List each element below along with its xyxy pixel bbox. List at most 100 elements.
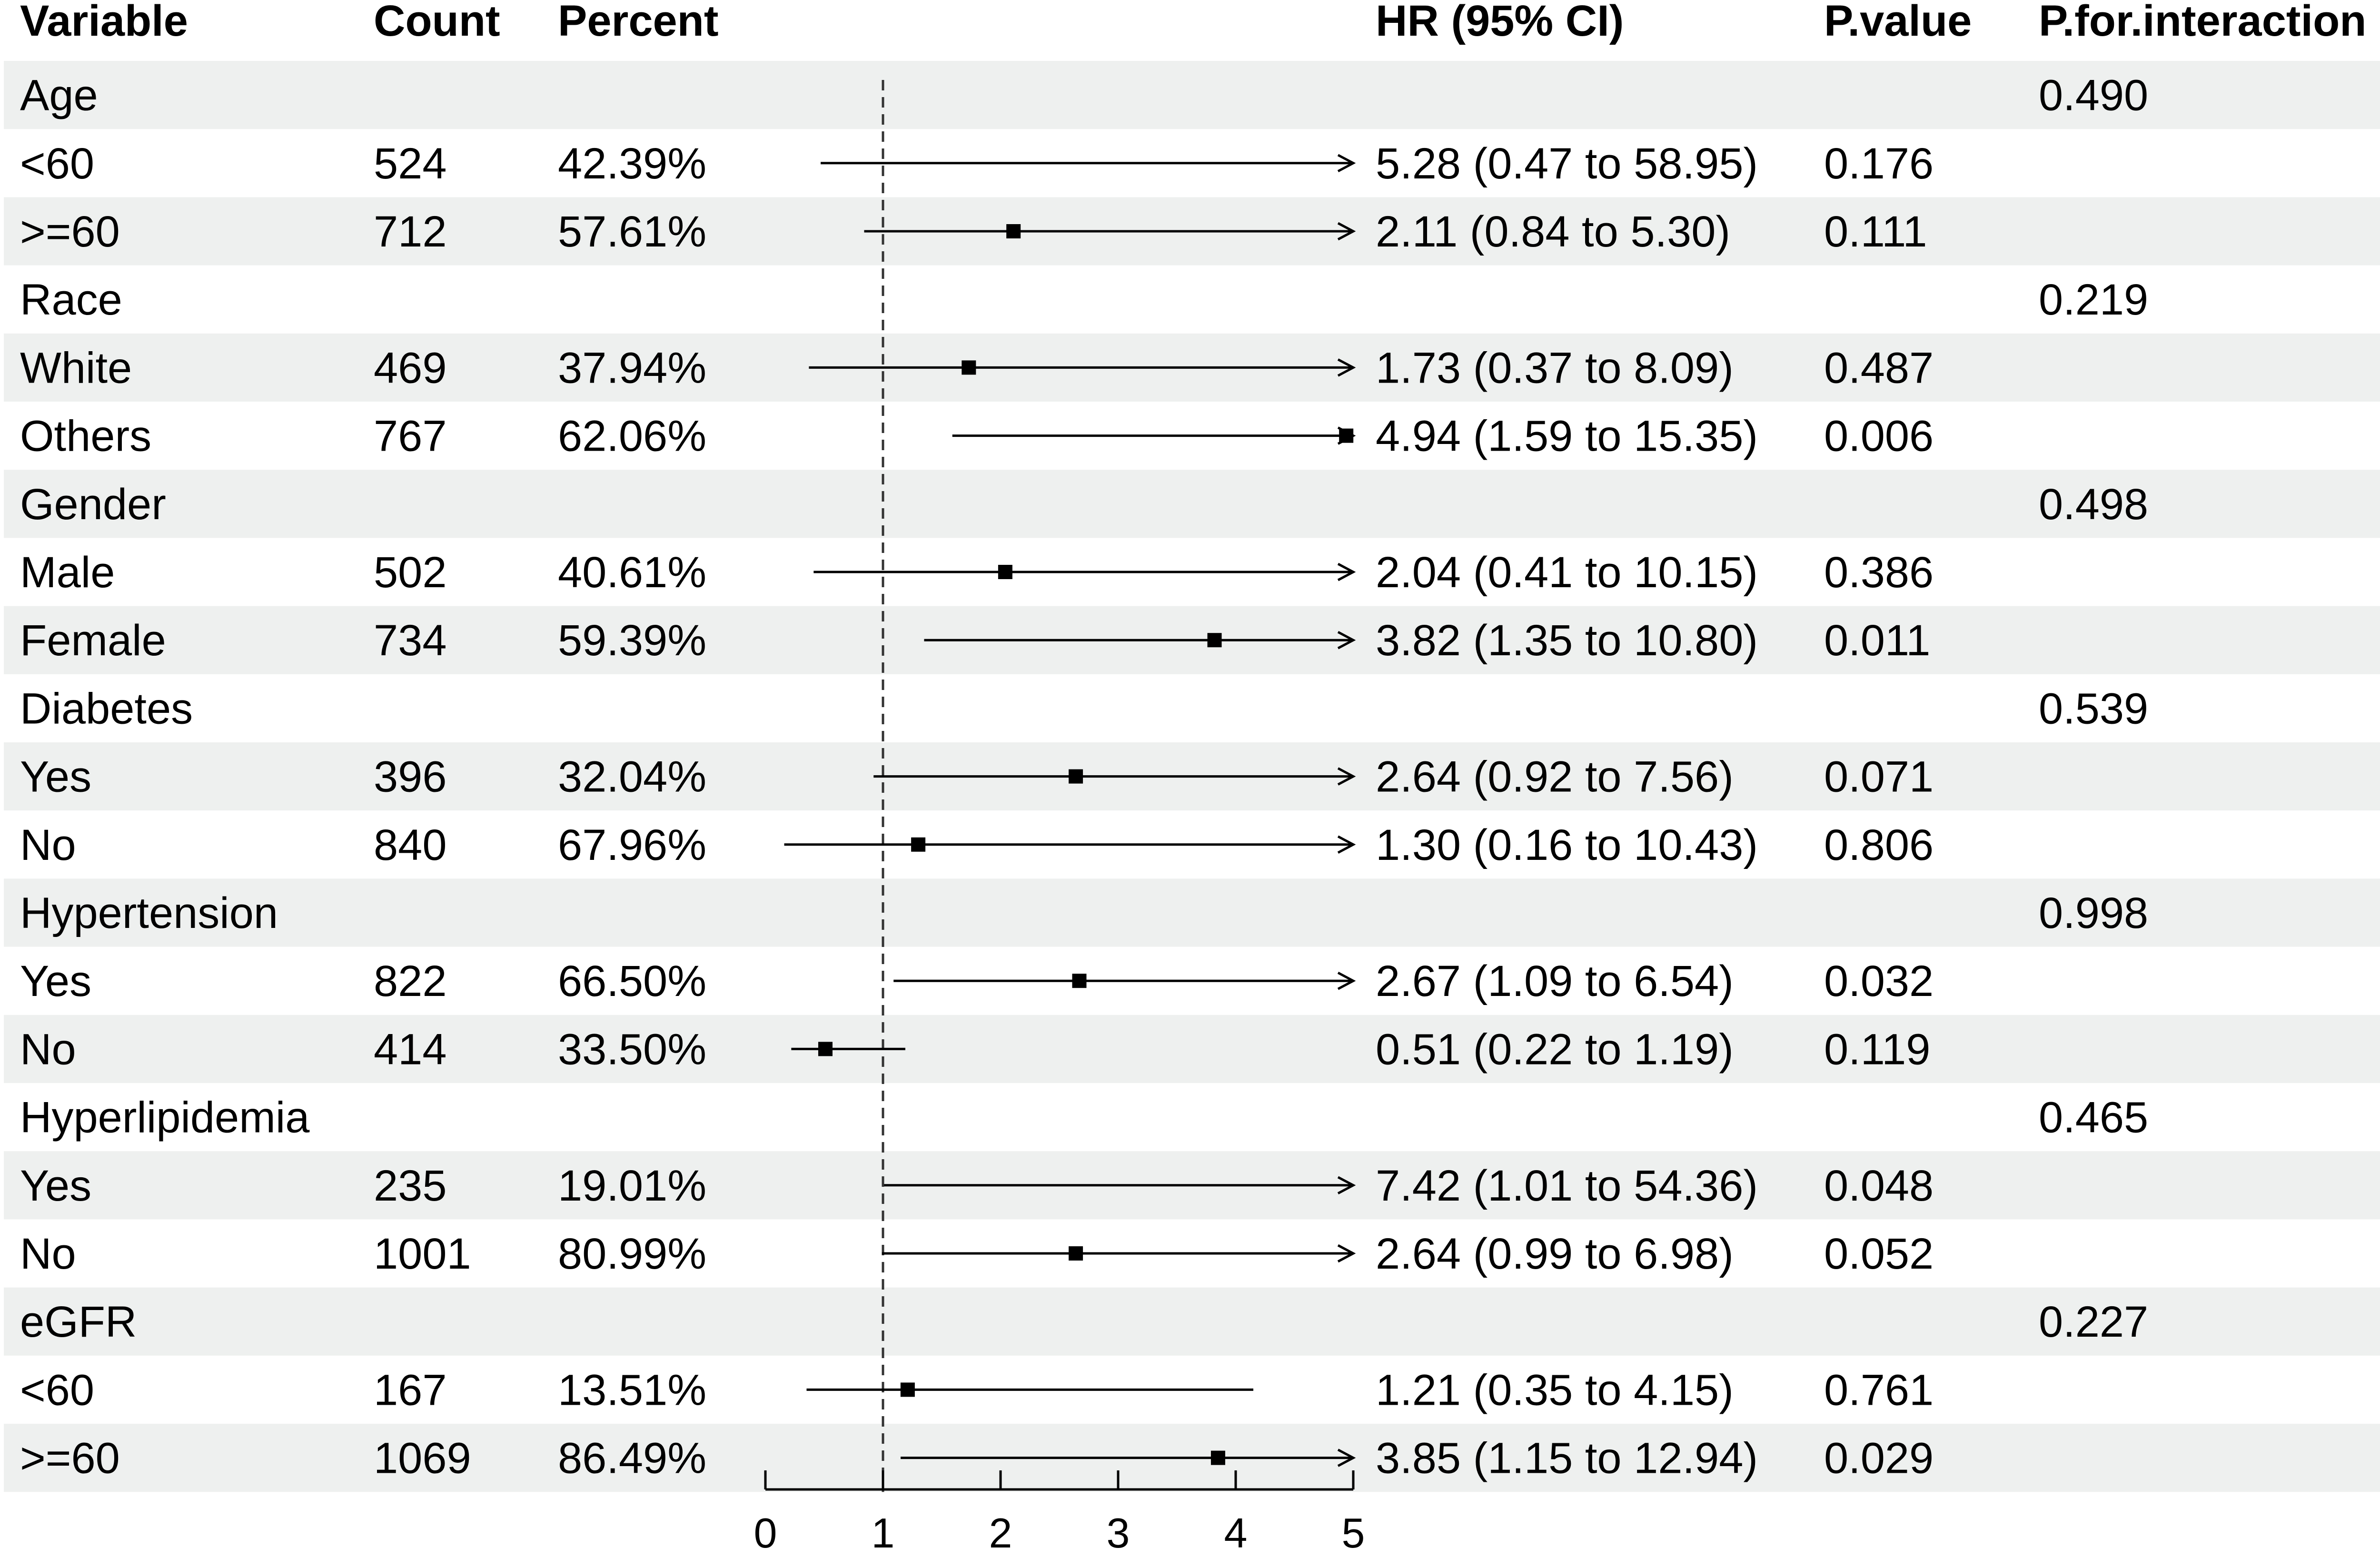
cell-variable: >=60: [20, 1434, 120, 1483]
cell-pvalue: 0.048: [1824, 1162, 1934, 1210]
cell-pvalue: 0.806: [1824, 821, 1934, 869]
cell-hr-text: 3.85 (1.15 to 12.94): [1376, 1434, 1758, 1483]
cell-hr-text: 5.28 (0.47 to 58.95): [1376, 139, 1758, 188]
header-variable: Variable: [20, 0, 188, 45]
cell-variable: Diabetes: [20, 684, 193, 733]
cell-percent: 67.96%: [558, 821, 706, 869]
cell-variable: No: [20, 1025, 76, 1074]
cell-count: 734: [374, 616, 447, 665]
row-band: [4, 1015, 2380, 1083]
cell-percent: 86.49%: [558, 1434, 706, 1483]
x-axis: 0 1 2 3 4 5: [754, 1470, 1365, 1557]
cell-pvalue: 0.176: [1824, 139, 1934, 188]
cell-hr-text: 2.64 (0.99 to 6.98): [1376, 1230, 1734, 1278]
cell-count: 1069: [374, 1434, 471, 1483]
cell-count: 502: [374, 548, 447, 597]
cell-percent: 66.50%: [558, 957, 706, 1005]
cell-pinter: 0.539: [2039, 684, 2148, 733]
cell-variable: No: [20, 821, 76, 869]
cell-pvalue: 0.761: [1824, 1366, 1934, 1414]
cell-percent: 59.39%: [558, 616, 706, 665]
cell-variable: Others: [20, 412, 151, 461]
axis-tick-label: 2: [989, 1509, 1012, 1557]
cell-variable: Yes: [20, 753, 91, 801]
cell-count: 469: [374, 344, 447, 392]
cell-variable: Yes: [20, 957, 91, 1005]
point-estimate: [1006, 224, 1021, 238]
cell-hr-text: 1.21 (0.35 to 4.15): [1376, 1366, 1734, 1414]
cell-variable: Hyperlipidemia: [20, 1094, 310, 1142]
point-estimate: [1339, 428, 1354, 443]
point-estimate: [818, 1042, 833, 1056]
header-pvalue: P.value: [1824, 0, 1972, 45]
cell-hr-text: 3.82 (1.35 to 10.80): [1376, 616, 1758, 665]
header-hr: HR (95% CI): [1376, 0, 1624, 45]
cell-pvalue: 0.006: [1824, 412, 1934, 461]
cell-pvalue: 0.052: [1824, 1230, 1934, 1278]
cell-variable: Yes: [20, 1162, 91, 1210]
cell-hr-text: 1.30 (0.16 to 10.43): [1376, 821, 1758, 869]
cell-pinter: 0.490: [2039, 71, 2148, 120]
cell-pvalue: 0.071: [1824, 753, 1934, 801]
cell-percent: 19.01%: [558, 1162, 706, 1210]
row-band: [4, 1287, 2380, 1356]
cell-count: 235: [374, 1162, 447, 1210]
table-header: Variable Count Percent HR (95% CI) P.val…: [20, 0, 2366, 45]
cell-variable: Gender: [20, 480, 166, 529]
point-estimate: [900, 1382, 915, 1397]
cell-variable: Female: [20, 616, 166, 665]
cell-percent: 57.61%: [558, 207, 706, 256]
cell-hr-text: 1.73 (0.37 to 8.09): [1376, 344, 1734, 392]
cell-percent: 33.50%: [558, 1025, 706, 1074]
row-band: [4, 61, 2380, 129]
ci-arrow: [1337, 1449, 1356, 1467]
cell-variable: White: [20, 344, 132, 392]
cell-hr-text: 2.04 (0.41 to 10.15): [1376, 548, 1758, 597]
table-cells: Age 0.490 <60 524 42.39% 5.28 (0.47 to 58.95)…: [20, 71, 2148, 1483]
ci-arrow: [1337, 1244, 1356, 1263]
cell-percent: 42.39%: [558, 139, 706, 188]
cell-pvalue: 0.032: [1824, 957, 1934, 1005]
cell-variable: <60: [20, 139, 94, 188]
point-estimate: [911, 837, 926, 852]
ci-arrow: [1337, 154, 1356, 173]
axis-tick-label: 4: [1224, 1509, 1248, 1557]
point-estimate: [1069, 1246, 1083, 1261]
ci-arrow: [1337, 631, 1356, 650]
cell-variable: eGFR: [20, 1298, 137, 1346]
cell-count: 524: [374, 139, 447, 188]
cell-pinter: 0.998: [2039, 889, 2148, 937]
axis-tick-label: 1: [872, 1509, 895, 1557]
cell-count: 822: [374, 957, 447, 1005]
cell-hr-text: 2.67 (1.09 to 6.54): [1376, 957, 1734, 1005]
cell-hr-text: 4.94 (1.59 to 15.35): [1376, 412, 1758, 461]
cell-percent: 37.94%: [558, 344, 706, 392]
cell-hr-text: 0.51 (0.22 to 1.19): [1376, 1025, 1734, 1074]
cell-pinter: 0.227: [2039, 1298, 2148, 1346]
cell-pinter: 0.498: [2039, 480, 2148, 529]
cell-hr-text: 7.42 (1.01 to 54.36): [1376, 1162, 1758, 1210]
cell-count: 167: [374, 1366, 447, 1414]
point-estimate: [1072, 974, 1087, 988]
cell-pvalue: 0.386: [1824, 548, 1934, 597]
cell-variable: Age: [20, 71, 98, 120]
cell-count: 414: [374, 1025, 447, 1074]
cell-variable: >=60: [20, 207, 120, 256]
cell-variable: <60: [20, 1366, 94, 1414]
cell-pvalue: 0.029: [1824, 1434, 1934, 1483]
ci-arrow: [1337, 835, 1356, 854]
row-band: [4, 878, 2380, 947]
cell-pvalue: 0.011: [1824, 616, 1930, 665]
cell-count: 767: [374, 412, 447, 461]
cell-variable: Male: [20, 548, 115, 597]
point-estimate: [1069, 769, 1083, 784]
header-p-interaction: P.for.interaction: [2039, 0, 2366, 45]
point-estimate: [962, 360, 976, 375]
axis-tick-label: 3: [1107, 1509, 1130, 1557]
row-band: [4, 470, 2380, 538]
cell-pvalue: 0.487: [1824, 344, 1934, 392]
ci-arrow: [1337, 358, 1356, 377]
header-count: Count: [374, 0, 500, 45]
cell-percent: 62.06%: [558, 412, 706, 461]
